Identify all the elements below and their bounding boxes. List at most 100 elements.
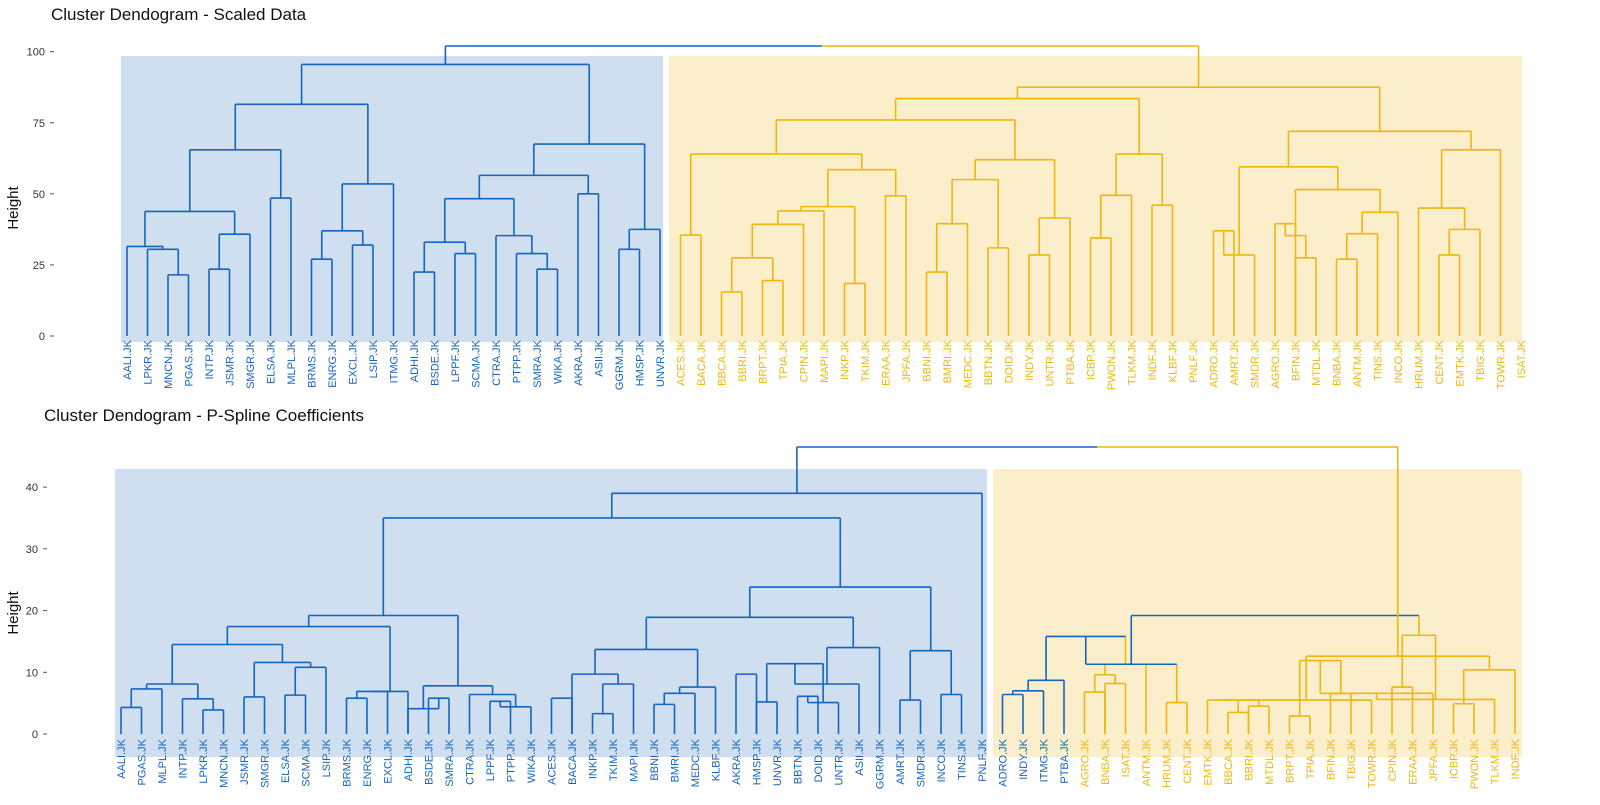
leaf-label: PTBA.JK xyxy=(1059,738,1071,783)
leaf-label: LSIP.JK xyxy=(368,339,380,378)
leaf-label: ENRG.JK xyxy=(362,738,374,786)
leaf-label: WIKA.JK xyxy=(553,339,565,384)
leaf-label: AGRO.JK xyxy=(1080,738,1092,787)
leaf-label: INTP.JK xyxy=(178,738,190,778)
leaf-label: AALI.JK xyxy=(116,738,128,778)
y-tick-label: 40 xyxy=(26,482,38,494)
leaf-label: ADHI.JK xyxy=(409,339,421,382)
leaf-label: MNCN.JK xyxy=(163,339,175,389)
leaf-label: WIKA.JK xyxy=(526,738,538,783)
leaf-label: HMSP.JK xyxy=(635,339,647,386)
leaf-label: UNTR.JK xyxy=(1045,339,1057,386)
y-tick-label: 0 xyxy=(32,729,38,741)
leaf-label: MTDL.JK xyxy=(1264,738,1276,785)
leaf-label: PTBA.JK xyxy=(1065,339,1077,384)
leaf-label: LPKR.JK xyxy=(198,738,210,783)
leaf-label: CPIN.JK xyxy=(1387,738,1399,781)
leaf-label: CTRA.JK xyxy=(491,339,503,386)
y-axis-title: Height xyxy=(5,185,22,229)
leaf-label: ERAA.JK xyxy=(1408,738,1420,785)
leaf-label: LPPF.JK xyxy=(450,339,462,382)
leaf-label: BRMS.JK xyxy=(307,339,319,387)
leaf-label: TINS.JK xyxy=(1373,339,1385,381)
leaf-label: INDF.JK xyxy=(1510,738,1522,779)
chart-title: Cluster Dendogram - P-Spline Coefficient… xyxy=(44,406,364,425)
leaf-label: JPFA.JK xyxy=(1428,738,1440,781)
leaf-label: BBRI.JK xyxy=(737,339,749,381)
leaf-label: JPFA.JK xyxy=(901,339,913,382)
leaf-label: ICBP.JK xyxy=(1086,339,1098,380)
leaf-label: ASII.JK xyxy=(854,738,866,775)
leaf-label: MAPI.JK xyxy=(629,738,641,781)
leaf-label: TPIA.JK xyxy=(778,339,790,380)
leaf-label: TPIA.JK xyxy=(1305,738,1317,779)
leaf-label: ELSA.JK xyxy=(280,738,292,783)
leaf-label: BFIN.JK xyxy=(1326,738,1338,780)
leaf-label: ADHI.JK xyxy=(403,738,415,781)
leaf-label: EXCL.JK xyxy=(383,738,395,783)
y-tick-label: 10 xyxy=(26,667,38,679)
leaf-label: LPKR.JK xyxy=(143,339,155,384)
leaf-label: INDF.JK xyxy=(1147,339,1159,380)
leaf-label: PTPP.JK xyxy=(506,738,518,782)
leaf-label: HRUM.JK xyxy=(1162,738,1174,788)
cluster-region-yellow xyxy=(993,469,1522,757)
leaf-label: ASII.JK xyxy=(594,339,606,376)
leaf-label: CENT.JK xyxy=(1182,738,1194,783)
y-tick-label: 75 xyxy=(33,118,45,130)
leaf-label: PGAS.JK xyxy=(184,339,196,386)
leaf-label: BNBA.JK xyxy=(1100,738,1112,785)
leaf-label: TOWR.JK xyxy=(1496,339,1508,389)
leaf-label: INDY.JK xyxy=(1024,339,1036,380)
leaf-label: ITMG.JK xyxy=(389,339,401,383)
leaf-label: HMSP.JK xyxy=(752,738,764,785)
leaf-label: BBTN.JK xyxy=(793,738,805,784)
leaf-label: SMGR.JK xyxy=(245,339,257,389)
leaf-label: MNCN.JK xyxy=(219,738,231,788)
y-tick-label: 50 xyxy=(33,189,45,201)
leaf-label: AKRA.JK xyxy=(731,738,743,785)
leaf-label: SMDR.JK xyxy=(916,738,928,787)
leaf-label: BBNI.JK xyxy=(649,738,661,780)
leaf-label: ERAA.JK xyxy=(881,339,893,386)
leaf-label: BFIN.JK xyxy=(1291,339,1303,381)
leaf-label: HRUM.JK xyxy=(1414,339,1426,389)
leaf-label: CTRA.JK xyxy=(465,738,477,785)
leaf-label: BNBA.JK xyxy=(1332,339,1344,386)
leaf-label: MLPL.JK xyxy=(286,339,298,384)
leaf-label: SMRA.JK xyxy=(444,738,456,786)
leaf-label: AALI.JK xyxy=(122,339,134,379)
leaf-label: AKRA.JK xyxy=(573,339,585,386)
leaf-label: TLKM.JK xyxy=(1490,738,1502,784)
y-tick-label: 30 xyxy=(26,544,38,556)
leaf-label: AGRO.JK xyxy=(1270,339,1282,388)
leaf-label: SCMA.JK xyxy=(301,738,313,786)
leaf-label: PNLF.JK xyxy=(1188,339,1200,382)
leaf-label: EMTK.JK xyxy=(1203,738,1215,785)
leaf-label: TINS.JK xyxy=(957,738,969,780)
leaf-label: BMRI.JK xyxy=(942,339,954,383)
leaf-label: MAPI.JK xyxy=(819,339,831,382)
y-tick-label: 100 xyxy=(27,47,45,59)
leaf-label: INCO.JK xyxy=(936,738,948,782)
leaf-label: GGRM.JK xyxy=(875,738,887,789)
leaf-label: PNLF.JK xyxy=(977,738,989,781)
y-axis-title: Height xyxy=(5,590,22,634)
leaf-label: PGAS.JK xyxy=(137,738,149,785)
leaf-label: PTPP.JK xyxy=(512,339,524,383)
leaf-label: DOID.JK xyxy=(1004,339,1016,383)
leaf-label: SMRA.JK xyxy=(532,339,544,387)
leaf-label: ACES.JK xyxy=(676,339,688,386)
leaf-label: JSMR.JK xyxy=(239,738,251,785)
leaf-label: TLKM.JK xyxy=(1127,339,1139,385)
leaf-label: ISAT.JK xyxy=(1516,339,1528,378)
leaf-label: BBCA.JK xyxy=(1223,738,1235,785)
leaf-label: BBRI.JK xyxy=(1244,738,1256,780)
leaf-label: MLPL.JK xyxy=(157,738,169,783)
leaf-label: INCO.JK xyxy=(1393,339,1405,383)
leaf-label: ACES.JK xyxy=(547,738,559,785)
leaf-label: ADRO.JK xyxy=(998,738,1010,786)
dendrogram-panel-1: Cluster Dendogram - Scaled Data Height 0 25… xyxy=(5,5,1528,390)
leaf-label: INKP.JK xyxy=(588,738,600,779)
